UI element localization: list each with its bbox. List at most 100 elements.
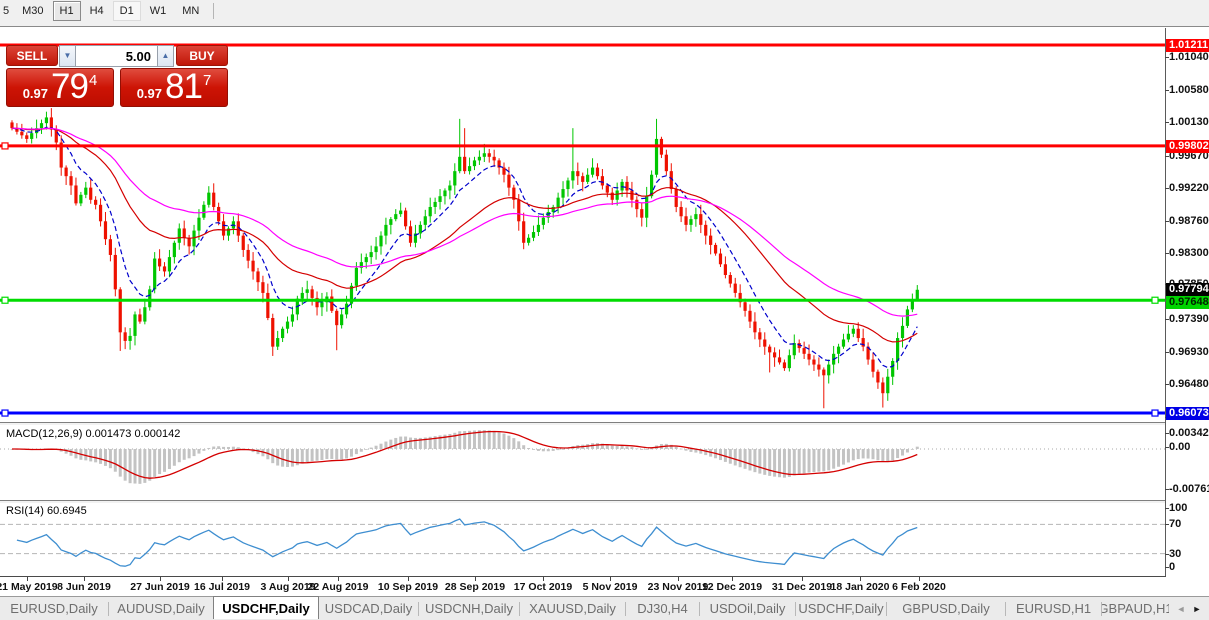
volume-decrease-button[interactable]: ▼ [59, 45, 76, 67]
sell-price-prefix: 0.97 [22, 86, 49, 101]
tab-dj30-h4[interactable]: DJ30,H4 [637, 601, 688, 616]
tab-usdcnh-daily[interactable]: USDCNH,Daily [424, 601, 514, 616]
volume-increase-button[interactable]: ▲ [157, 45, 174, 67]
tab-gbpaud-h1[interactable]: GBPAUD,H1 [1102, 601, 1169, 616]
axis-tick [1165, 554, 1169, 555]
axis-tick [1165, 221, 1169, 222]
date-axis-tick [288, 577, 289, 581]
timeframe-button-h1[interactable]: H1 [52, 1, 81, 21]
tab-separator [108, 601, 109, 616]
tab-gbpusd-daily[interactable]: GBPUSD,Daily [902, 601, 990, 616]
date-axis-label: 31 Dec 2019 [771, 581, 833, 593]
volume-stepper: ▼ ▲ [59, 45, 174, 67]
tab-usdoil-daily[interactable]: USDOil,Daily [709, 601, 786, 616]
rsi-label: RSI(14) 60.6945 [6, 505, 87, 517]
date-axis-tick [27, 577, 28, 581]
date-axis-tick [802, 577, 803, 581]
axis-tick [1165, 188, 1169, 189]
date-axis-tick [678, 577, 679, 581]
axis-tick [1165, 319, 1169, 320]
price-axis-label: 0.97390 [1169, 313, 1209, 325]
buy-price-button[interactable]: 0.97 81 7 [120, 68, 228, 107]
tab-eurusd-h1[interactable]: EURUSD,H1 [1015, 601, 1092, 616]
price-axis-label-red: 0.99802 [1166, 140, 1209, 153]
timeframe-button-5[interactable]: 5 [3, 5, 10, 17]
axis-tick [1165, 156, 1169, 157]
macd-pane[interactable] [0, 425, 1165, 500]
timeframe-toolbar: 5 M30 H1 H4 D1 W1 MN [0, 1, 215, 21]
tab-usdchf-daily[interactable]: USDCHF,Daily [798, 601, 884, 616]
axis-tick [1165, 508, 1169, 509]
timeframe-button-d1[interactable]: D1 [112, 1, 141, 21]
tab-scroll-buttons: ◄ ► [1173, 597, 1209, 620]
price-axis-label-red: 1.01211 [1166, 39, 1209, 52]
buy-price-prefix: 0.97 [136, 86, 163, 101]
tab-separator [699, 601, 700, 616]
window-divider [0, 26, 1209, 27]
axis-tick [1165, 433, 1169, 434]
date-axis-tick [338, 577, 339, 581]
chevron-up-icon: ▲ [161, 51, 170, 60]
timeframe-button-h4[interactable]: H4 [89, 5, 104, 17]
buy-price-pip: 7 [202, 72, 212, 89]
timeframe-button-m30[interactable]: M30 [22, 5, 44, 17]
price-axis-label: 0.98300 [1169, 247, 1209, 259]
price-axis-label: 1.00580 [1169, 84, 1209, 96]
price-axis-label: 0.96930 [1169, 346, 1209, 358]
price-axis-label-green: 0.97648 [1166, 296, 1209, 309]
tab-usdcad-daily[interactable]: USDCAD,Daily [324, 601, 413, 616]
date-axis-tick [408, 577, 409, 581]
price-axis-label: 0.99220 [1169, 182, 1209, 194]
date-axis-label: 27 Jun 2019 [130, 581, 190, 593]
date-axis-label: 12 Dec 2019 [701, 581, 763, 593]
date-axis-tick [222, 577, 223, 581]
chart-frame-bottom [0, 576, 1166, 577]
date-axis-label: 22 Aug 2019 [307, 581, 369, 593]
rsi-axis-label: 100 [1169, 502, 1188, 514]
axis-tick [1165, 122, 1169, 123]
price-axis-label: 0.96480 [1169, 378, 1209, 390]
buy-price-big: 81 [165, 67, 203, 106]
volume-input[interactable] [76, 45, 157, 67]
timeframe-button-mn[interactable]: MN [182, 5, 200, 17]
date-axis-label: 6 Feb 2020 [892, 581, 946, 593]
tab-scroll-right-icon[interactable]: ► [1192, 603, 1202, 614]
tab-usdchf-daily[interactable]: USDCHF,Daily [213, 596, 319, 619]
toolbar-separator [213, 3, 215, 19]
axis-tick [1165, 90, 1169, 91]
tab-xauusd-daily[interactable]: XAUUSD,Daily [529, 601, 616, 616]
macd-axis-label: -0.007615 [1169, 483, 1209, 495]
sell-button[interactable]: SELL [6, 45, 58, 66]
rsi-pane[interactable] [0, 503, 1165, 576]
tab-audusd-daily[interactable]: AUDUSD,Daily [117, 601, 205, 616]
axis-tick [1165, 352, 1169, 353]
date-axis-tick [84, 577, 85, 581]
price-axis-label: 0.99670 [1169, 150, 1209, 162]
timeframe-toolbar-container: 5 M30 H1 H4 D1 W1 MN [0, 0, 1209, 26]
date-axis[interactable]: 21 May 2019 8 Jun 2019 27 Jun 2019 16 Jul 2… [0, 577, 1165, 596]
tab-separator [1101, 601, 1102, 616]
date-axis-tick [610, 577, 611, 581]
date-axis-tick [860, 577, 861, 581]
date-axis-label: 21 May 2019 [0, 581, 58, 593]
sell-price-pip: 4 [88, 72, 98, 89]
axis-tick [1165, 384, 1169, 385]
buy-button[interactable]: BUY [176, 45, 228, 66]
price-axis-label-black: 0.97794 [1166, 283, 1209, 296]
tab-scroll-left-icon[interactable]: ◄ [1176, 603, 1186, 614]
tab-separator [1005, 601, 1006, 616]
price-axis-label: 1.00130 [1169, 116, 1209, 128]
one-click-trade-panel: SELL ▼ ▲ BUY 0.97 79 4 0.97 81 7 [5, 44, 229, 108]
axis-tick [1165, 253, 1169, 254]
rsi-axis-label: 0 [1169, 561, 1176, 573]
rsi-axis-label: 70 [1169, 518, 1182, 530]
date-axis-tick [160, 577, 161, 581]
tab-bar: EURUSD,Daily AUDUSD,Daily USDCHF,Daily USDC… [0, 596, 1209, 620]
tab-eurusd-daily[interactable]: EURUSD,Daily [10, 601, 98, 616]
timeframe-button-w1[interactable]: W1 [149, 5, 167, 17]
tab-separator [519, 601, 520, 616]
date-axis-label: 3 Aug 2019 [260, 581, 316, 593]
sell-price-button[interactable]: 0.97 79 4 [6, 68, 114, 107]
macd-axis-label: 0.00 [1169, 441, 1191, 453]
